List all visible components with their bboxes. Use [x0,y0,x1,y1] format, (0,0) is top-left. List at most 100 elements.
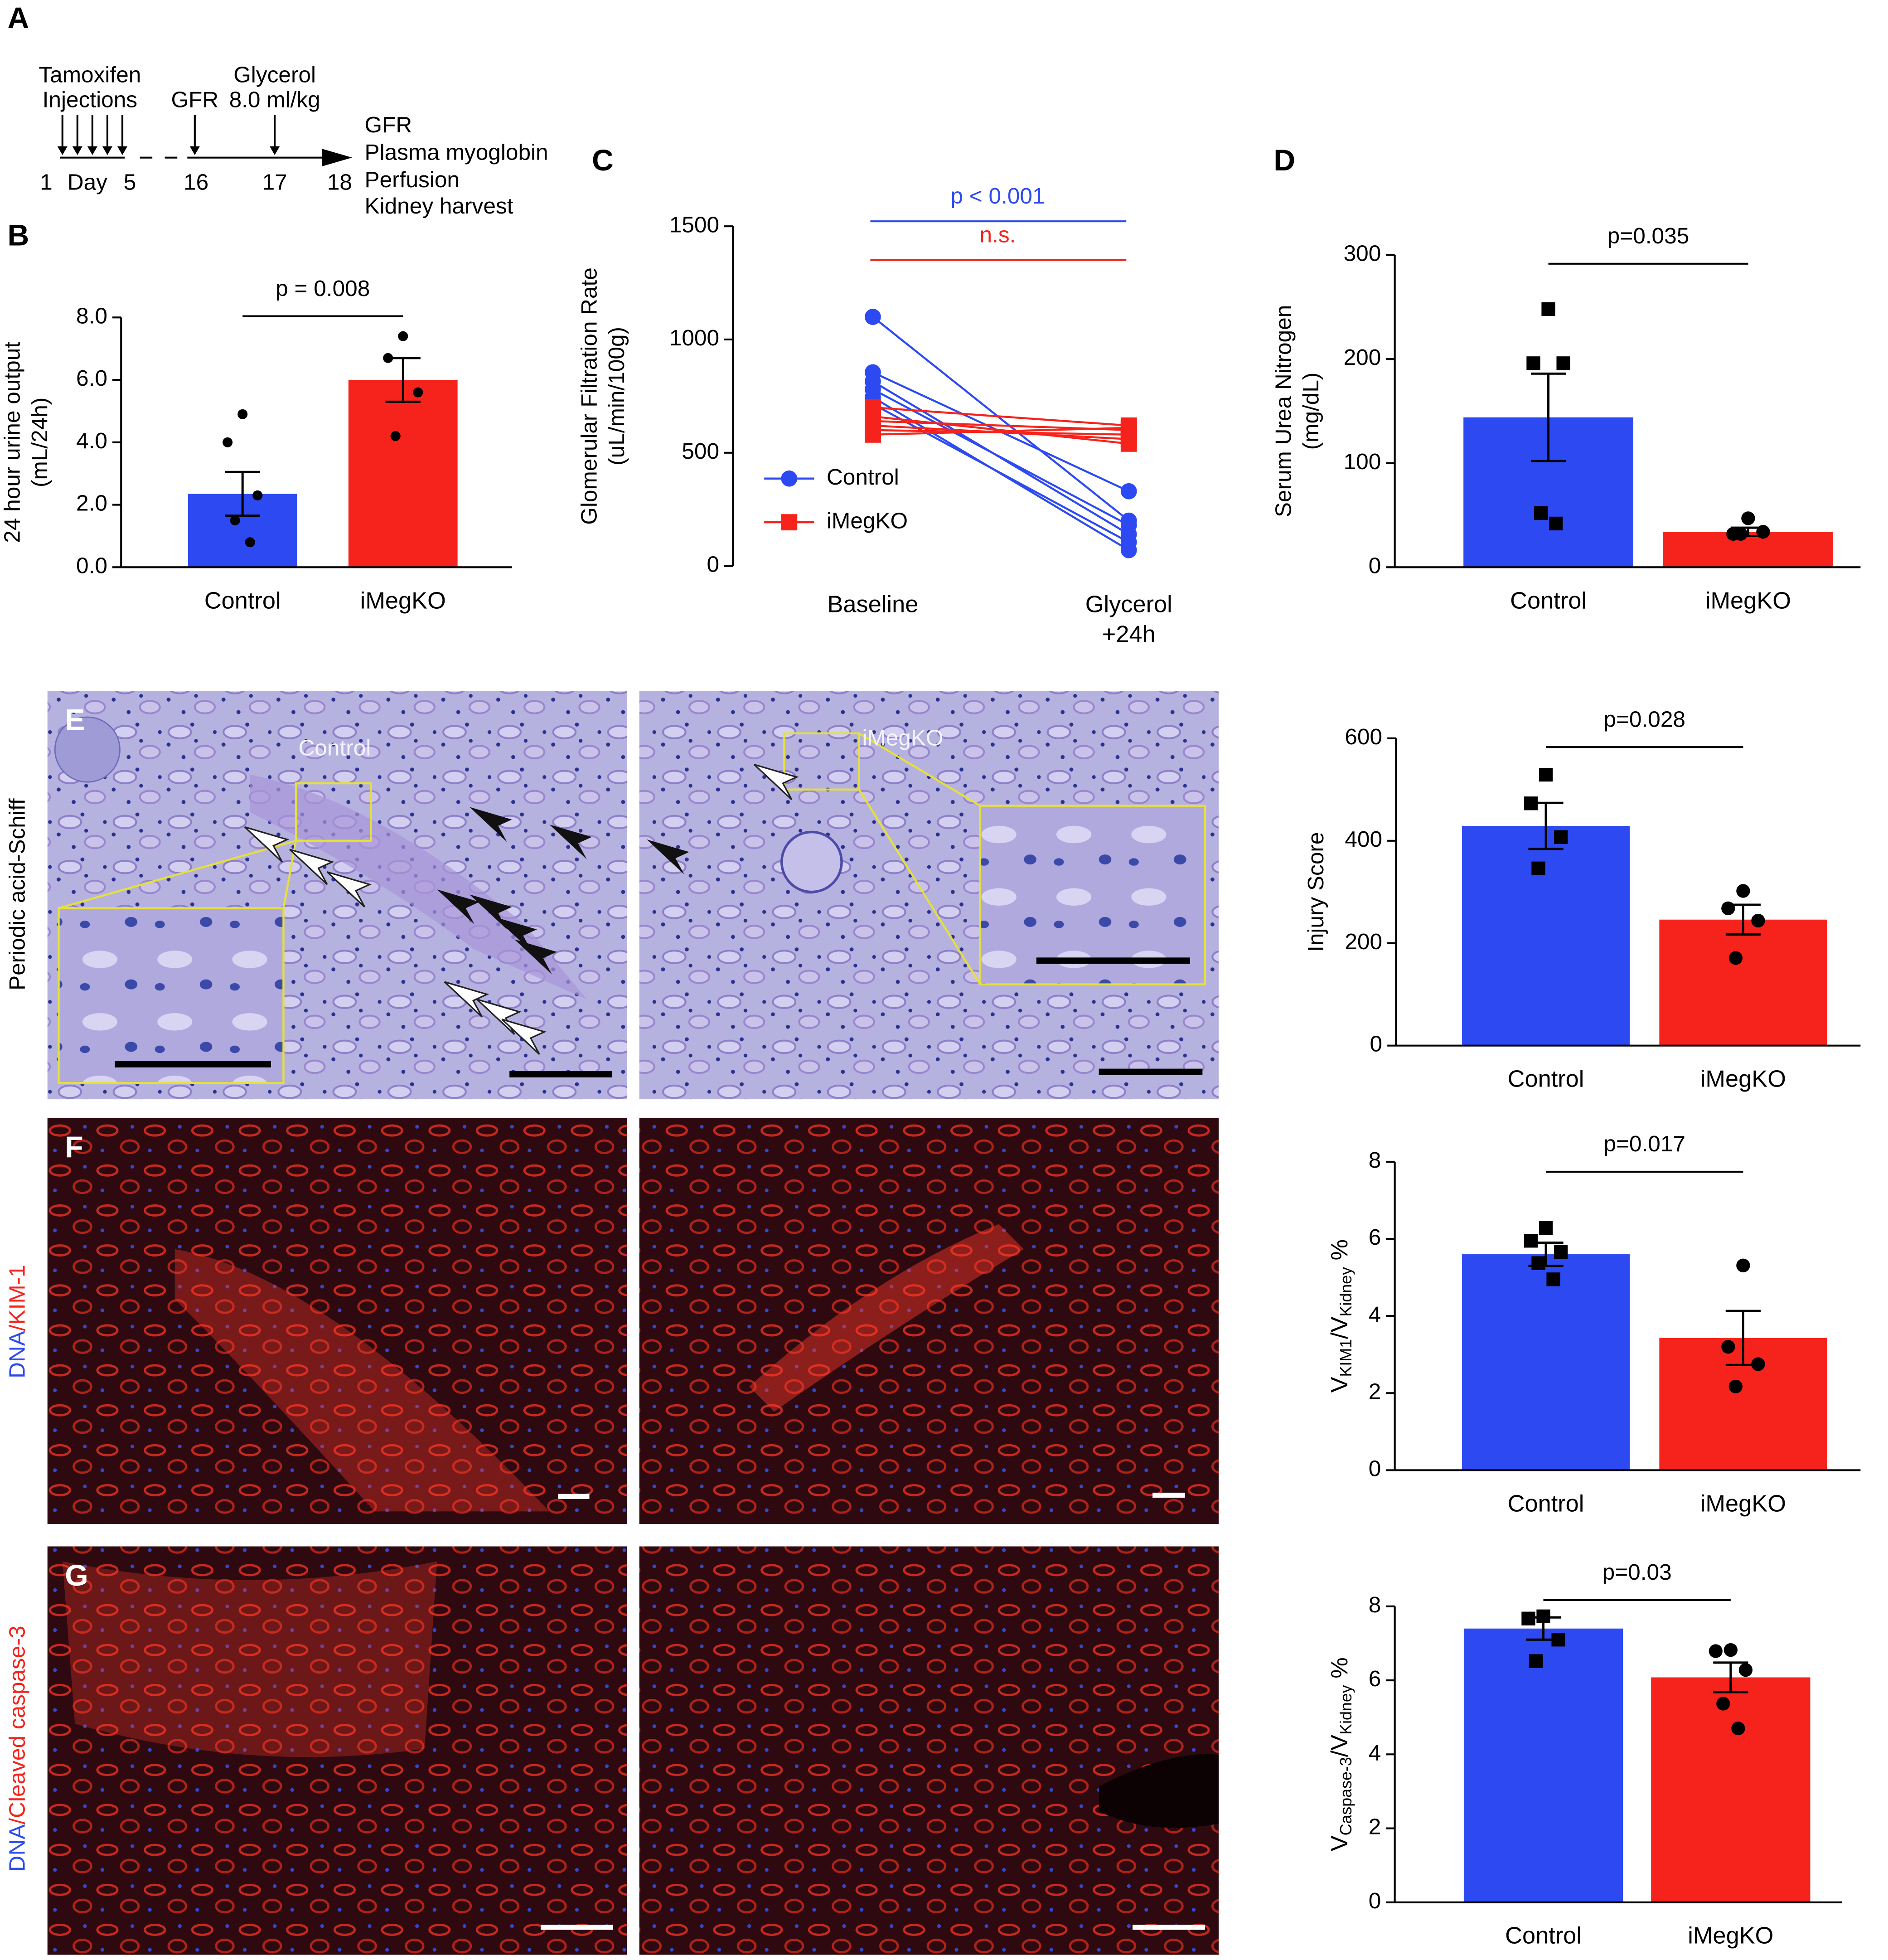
arrow-tip [57,146,68,155]
y-axis-label-part: Caspase-3 [1337,1757,1355,1835]
data-point [223,437,233,447]
arrow-tip [117,146,128,155]
row-label: DNA/Cleaved caspase-3 [4,1625,29,1872]
data-point [1120,534,1137,551]
timeline-label: Glycerol [233,62,316,87]
row-label-part: DNA [4,1824,29,1872]
x-tick-label: iMegKO [1688,1923,1774,1950]
bar [1462,1254,1630,1470]
category-label-box: Control [1508,1067,1584,1093]
y-tick-label: 400 [1345,826,1382,852]
y-tick-label: 4 [1369,1740,1381,1765]
y-tick-label: 6 [1369,1666,1381,1691]
x-tick-label: Glycerol +24h [1085,592,1172,649]
data-point [1728,1379,1743,1394]
data-point [1120,419,1137,436]
bar [348,380,458,568]
x-tick-label: iMegKO [1700,1067,1786,1093]
inset [979,805,1206,985]
outcome: Plasma myoglobin [365,139,548,165]
row-label-part: Periodic acid-Schiff [4,798,29,990]
arrow-tip [72,146,82,155]
panel-label: D [1273,144,1295,177]
y-tick-label: 4.0 [76,428,107,453]
y-tick-label: 0 [707,552,719,577]
y-axis-label-part: V [1326,1835,1353,1851]
data-point [1728,951,1743,965]
inset [58,907,285,1084]
category-label-box: Control [204,588,281,615]
series-line [872,406,1129,427]
micrograph [639,1118,1219,1524]
x-tick-label: Control [1510,588,1587,615]
category-label-box: Baseline [827,592,919,619]
data-point [1524,1234,1538,1248]
y-tick-label: 600 [1345,724,1382,749]
category-label-box: iMegKO [360,588,446,615]
data-point [865,426,881,443]
data-point [1549,516,1563,531]
legend-marker [781,470,798,487]
row-label: Periodic acid-Schiff [4,798,29,990]
caspase-region [62,1561,437,1757]
inset-source [783,732,860,791]
panel-label: A [8,1,29,35]
y-axis-label-part: V [1326,1377,1353,1392]
y-tick-label: 0 [1369,1456,1381,1481]
y-tick-label: 6.0 [76,365,107,391]
image-title: iMegKO [862,725,944,751]
y-axis-label-part: Kidney [1337,1685,1355,1735]
data-point [1751,913,1765,928]
significance-label: n.s. [980,222,1016,247]
category-label-box: Glycerol +24h [1085,592,1172,649]
y-axis-label: (mL/24h) [27,398,52,487]
data-point [413,387,423,398]
timeline-label: Injections [43,87,137,112]
category-label-box: Control [1505,1923,1582,1950]
y-tick-label: 2.0 [76,490,107,516]
data-point [383,353,393,363]
data-point [1539,767,1553,782]
arrow-tip [87,146,97,155]
data-point [1709,1644,1723,1658]
inset-frames [58,732,981,985]
data-point [1554,830,1568,844]
panel-label: C [592,144,614,177]
data-point [1738,1663,1753,1677]
data-point [1536,1609,1550,1623]
data-point [1721,901,1735,916]
y-tick-label: 500 [682,438,719,464]
category-label-box: iMegKO [1700,1067,1786,1093]
x-tick-label: Baseline [827,592,919,619]
arrow-tip [270,146,280,155]
x-tick-label: Control [1505,1923,1582,1950]
data-point [1534,506,1548,520]
micrograph [47,1118,627,1524]
glomerulus [54,716,121,783]
data-point [1731,1721,1745,1736]
x-tick-label: Control [1507,1491,1584,1518]
series-line [872,415,1129,445]
data-point [1723,1643,1738,1657]
timeline-arrows [60,115,327,159]
outcome: Perfusion [365,167,460,192]
data-point [1526,356,1540,370]
row-label: DNA/KIM-1 [4,1265,29,1378]
legend-label: iMegKO [827,508,908,533]
bar [1462,826,1630,1046]
data-point [1741,511,1755,525]
tissue-region [250,774,587,999]
kim1-region [174,1249,550,1512]
y-tick-label: 0 [1370,1031,1383,1057]
legend-marker [781,514,798,531]
data-point [237,409,248,419]
data-point [1556,356,1570,370]
outcome: Kidney harvest [365,193,513,218]
x-tick-label: iMegKO [1705,588,1791,615]
data-point [230,515,240,526]
arrow-tip [102,146,112,155]
x-tick-label: Control [204,588,281,615]
category-label-box: iMegKO [1688,1923,1774,1950]
y-axis-label-part: KIM1 [1337,1339,1355,1377]
